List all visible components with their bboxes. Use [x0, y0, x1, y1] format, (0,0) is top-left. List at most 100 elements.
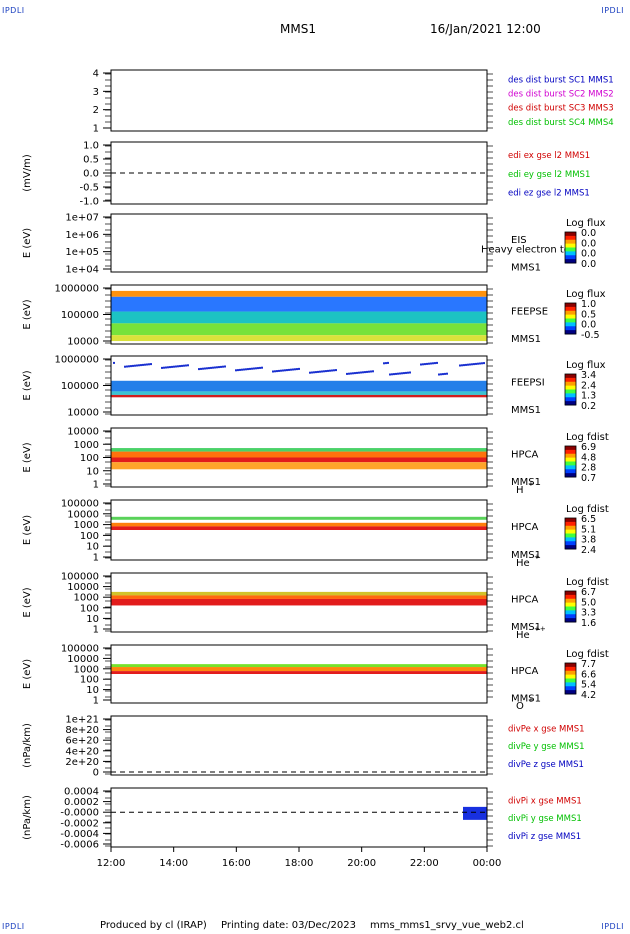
- y-axis-label: E (eV): [22, 659, 33, 689]
- colorbar-tick-label: 1.0: [581, 299, 596, 310]
- spectrogram-speck: [362, 371, 364, 374]
- y-tick-label: -0.0000: [60, 808, 99, 819]
- colorbar-segment: [565, 541, 576, 546]
- colorbar-segment: [565, 310, 576, 316]
- spectrogram-speck: [144, 363, 146, 366]
- x-tick-label: 14:00: [159, 858, 188, 869]
- instrument-label: HPCA: [511, 522, 539, 533]
- spectrogram-speck: [294, 368, 296, 371]
- spectrogram-speck: [434, 362, 436, 365]
- colorbar-frame: [564, 662, 577, 695]
- colorbar-title: Log fdist: [566, 649, 609, 660]
- divpi-z-burst: [463, 806, 487, 820]
- colorbar-frame: [564, 302, 577, 335]
- panel-frame: [110, 715, 488, 776]
- colorbar-tick-label: 3.8: [581, 535, 596, 546]
- spectrogram-speck: [346, 372, 348, 375]
- legend-entry: des dist burst SC2 MMS2: [508, 90, 614, 100]
- spectrogram-speck: [370, 370, 372, 373]
- y-tick-label: 100000: [61, 381, 99, 392]
- legend-entry: divPi z gse MMS1: [508, 832, 581, 842]
- colorbar-segment: [565, 259, 576, 264]
- y-tick-label: 100: [80, 675, 99, 686]
- spectrogram-speck: [475, 362, 477, 365]
- colorbar-tick-label: 0.0: [581, 249, 596, 260]
- spectrogram-speck: [428, 362, 430, 365]
- spectrogram-speck: [368, 370, 370, 373]
- colorbar-segment: [565, 453, 576, 459]
- colorbar-tick-label: 4.8: [581, 452, 596, 463]
- colorbar-segment: [565, 598, 576, 604]
- spectrogram-speck: [124, 365, 126, 368]
- spectrogram-speck: [202, 367, 204, 370]
- colorbar-title: Log fdist: [566, 432, 609, 443]
- species-charge: ++: [534, 625, 546, 633]
- spectrogram-speck: [290, 368, 292, 371]
- instrument-label: HPCA: [511, 666, 539, 677]
- spectrogram-band: [111, 595, 487, 599]
- species-label: H: [516, 485, 524, 496]
- footer-produced: Produced by cl (IRAP): [100, 920, 207, 931]
- colorbar-segment: [565, 529, 576, 534]
- colorbar-tick-label: 5.0: [581, 597, 596, 608]
- corner-label-top-left: IPDLI: [2, 6, 25, 15]
- spectrogram-speck: [247, 368, 249, 371]
- colorbar-segment: [565, 247, 576, 252]
- colorbar-tick-label: 1.6: [581, 618, 596, 629]
- colorbar-segment: [565, 446, 576, 451]
- panel-frame: [110, 644, 488, 704]
- colorbar-segment: [565, 614, 576, 619]
- spectrogram-speck: [171, 365, 173, 368]
- spectrogram-speck: [204, 367, 206, 370]
- spacecraft-label: MMS1: [511, 477, 541, 488]
- y-tick-label: 4e+20: [65, 746, 99, 757]
- colorbar-tick-label: 0.7: [581, 473, 596, 484]
- spectrogram-speck: [358, 371, 360, 374]
- species-charge: +: [534, 553, 540, 561]
- spectrogram-speck: [311, 371, 313, 374]
- spectrogram-speck: [167, 366, 169, 369]
- spectrogram-speck: [471, 363, 473, 366]
- footer-printing-date: Printing date: 03/Dec/2023: [221, 920, 357, 931]
- colorbar-segment: [565, 602, 576, 607]
- spectrogram-speck: [399, 372, 401, 375]
- spectrogram-band: [111, 526, 487, 530]
- spectrogram-band: [111, 671, 487, 674]
- spectrogram-speck: [391, 373, 393, 376]
- instrument-label: FEEPSI: [511, 378, 545, 389]
- spectrogram-speck: [128, 365, 130, 368]
- panel-frame: [110, 213, 488, 273]
- colorbar-tick-label: 2.4: [581, 545, 596, 556]
- colorbar-tick-label: 7.7: [581, 659, 596, 670]
- y-tick-label: 100000: [61, 499, 99, 510]
- spacecraft-label: MMS1: [511, 622, 541, 633]
- y-tick-label: 1: [93, 480, 99, 491]
- spectrogram-speck: [278, 369, 280, 372]
- spectrogram-speck: [243, 368, 245, 371]
- spectrogram-speck: [329, 369, 331, 372]
- y-tick-label: 100: [80, 531, 99, 542]
- colorbar-segment: [565, 690, 576, 695]
- spectrogram-speck: [206, 367, 208, 370]
- spectrogram-speck: [440, 373, 442, 376]
- spectrogram-speck: [446, 372, 448, 375]
- spectrogram-band: [111, 290, 487, 297]
- colorbar-tick-label: 0.0: [581, 238, 596, 249]
- spectrogram-speck: [218, 366, 220, 369]
- colorbar-segment: [565, 537, 576, 542]
- spectrogram-speck: [352, 372, 354, 375]
- spectrogram-speck: [282, 369, 284, 372]
- colorbar-tick-label: 4.2: [581, 690, 596, 701]
- spectrogram-speck: [274, 370, 276, 373]
- spectrogram-speck: [126, 365, 128, 368]
- spectrogram-band: [111, 448, 487, 452]
- colorbar-segment: [565, 449, 576, 455]
- spectrogram-speck: [165, 366, 167, 369]
- spectrogram-speck: [403, 372, 405, 375]
- spectrogram-speck: [319, 370, 321, 373]
- spectrogram-speck: [261, 366, 263, 369]
- colorbar-segment: [565, 401, 576, 406]
- y-tick-label: 10: [86, 542, 99, 553]
- spectrogram-band: [111, 591, 487, 596]
- species-charge: +: [528, 480, 534, 488]
